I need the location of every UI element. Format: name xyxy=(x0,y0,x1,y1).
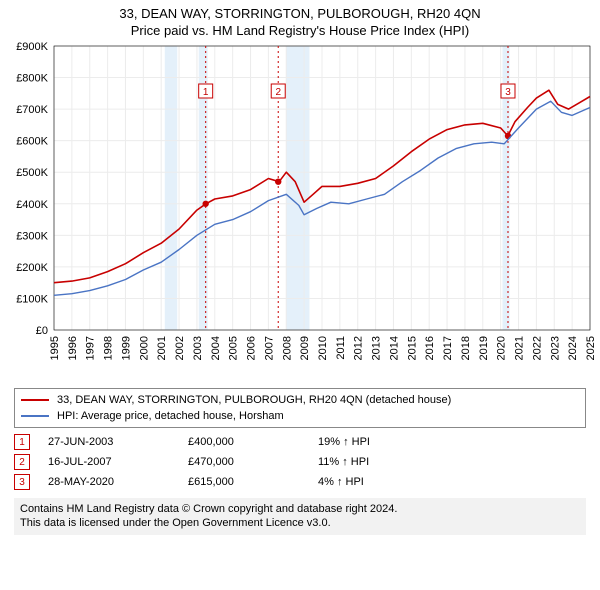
svg-text:2002: 2002 xyxy=(174,336,186,360)
svg-text:2018: 2018 xyxy=(460,336,472,360)
svg-text:£600K: £600K xyxy=(16,136,48,148)
svg-text:1996: 1996 xyxy=(67,336,79,360)
marker-badge: 1 xyxy=(14,434,30,450)
svg-text:£0: £0 xyxy=(36,325,48,337)
legend-row: 33, DEAN WAY, STORRINGTON, PULBOROUGH, R… xyxy=(21,392,579,408)
sale-date: 28-MAY-2020 xyxy=(48,476,188,488)
footer-line: Contains HM Land Registry data © Crown c… xyxy=(20,502,580,516)
table-row: 2 16-JUL-2007£470,00011% ↑ HPI xyxy=(14,452,586,472)
svg-text:1998: 1998 xyxy=(103,336,115,360)
svg-text:£400K: £400K xyxy=(16,199,48,211)
marker-badge: 3 xyxy=(14,474,30,490)
legend-swatch xyxy=(21,415,49,417)
footer-line: This data is licensed under the Open Gov… xyxy=(20,516,580,530)
svg-text:2: 2 xyxy=(275,87,281,98)
svg-text:2017: 2017 xyxy=(442,336,454,360)
legend-label: HPI: Average price, detached house, Hors… xyxy=(57,410,284,422)
legend-row: HPI: Average price, detached house, Hors… xyxy=(21,408,579,424)
svg-text:2021: 2021 xyxy=(514,336,526,360)
svg-text:1999: 1999 xyxy=(120,336,132,360)
page-subtitle: Price paid vs. HM Land Registry's House … xyxy=(0,23,600,38)
svg-text:2016: 2016 xyxy=(424,336,436,360)
svg-text:2012: 2012 xyxy=(353,336,365,360)
svg-text:2008: 2008 xyxy=(281,336,293,360)
sale-price: £615,000 xyxy=(188,476,318,488)
svg-text:2014: 2014 xyxy=(388,336,400,360)
table-row: 1 27-JUN-2003£400,00019% ↑ HPI xyxy=(14,432,586,452)
svg-text:1995: 1995 xyxy=(49,336,61,360)
svg-text:2020: 2020 xyxy=(496,336,508,360)
svg-text:2019: 2019 xyxy=(478,336,490,360)
legend: 33, DEAN WAY, STORRINGTON, PULBOROUGH, R… xyxy=(14,388,586,428)
sale-date: 27-JUN-2003 xyxy=(48,436,188,448)
svg-text:2022: 2022 xyxy=(531,336,543,360)
svg-text:1: 1 xyxy=(203,87,209,98)
svg-text:2010: 2010 xyxy=(317,336,329,360)
svg-text:3: 3 xyxy=(505,87,511,98)
svg-text:2000: 2000 xyxy=(138,336,150,360)
svg-text:2001: 2001 xyxy=(156,336,168,360)
sales-table: 1 27-JUN-2003£400,00019% ↑ HPI 2 16-JUL-200… xyxy=(14,432,586,492)
svg-text:£900K: £900K xyxy=(16,42,48,53)
svg-text:2005: 2005 xyxy=(228,336,240,360)
marker-badge: 2 xyxy=(14,454,30,470)
svg-text:£300K: £300K xyxy=(16,230,48,242)
svg-text:2024: 2024 xyxy=(567,336,579,360)
svg-text:£500K: £500K xyxy=(16,167,48,179)
svg-text:2025: 2025 xyxy=(585,336,597,360)
legend-swatch xyxy=(21,399,49,401)
svg-text:2013: 2013 xyxy=(371,336,383,360)
svg-text:£700K: £700K xyxy=(16,104,48,116)
svg-text:£200K: £200K xyxy=(16,262,48,274)
sale-date: 16-JUL-2007 xyxy=(48,456,188,468)
page-title: 33, DEAN WAY, STORRINGTON, PULBOROUGH, R… xyxy=(0,6,600,21)
sale-delta: 4% ↑ HPI xyxy=(318,476,438,488)
sale-price: £400,000 xyxy=(188,436,318,448)
svg-text:£100K: £100K xyxy=(16,293,48,305)
svg-text:2011: 2011 xyxy=(335,336,347,360)
svg-text:2003: 2003 xyxy=(192,336,204,360)
legend-label: 33, DEAN WAY, STORRINGTON, PULBOROUGH, R… xyxy=(57,394,451,406)
svg-text:2004: 2004 xyxy=(210,336,222,360)
svg-text:2006: 2006 xyxy=(246,336,258,360)
svg-text:2023: 2023 xyxy=(549,336,561,360)
sale-delta: 11% ↑ HPI xyxy=(318,456,438,468)
svg-text:2015: 2015 xyxy=(406,336,418,360)
svg-text:£800K: £800K xyxy=(16,73,48,85)
hpi-chart: £0 £100K £200K £300K £400K £500K £600K £700K £80… xyxy=(0,42,600,382)
svg-text:2009: 2009 xyxy=(299,336,311,360)
table-row: 3 28-MAY-2020£615,0004% ↑ HPI xyxy=(14,472,586,492)
footer-attribution: Contains HM Land Registry data © Crown c… xyxy=(14,498,586,535)
sale-price: £470,000 xyxy=(188,456,318,468)
svg-text:2007: 2007 xyxy=(263,336,275,360)
sale-delta: 19% ↑ HPI xyxy=(318,436,438,448)
svg-text:1997: 1997 xyxy=(85,336,97,360)
